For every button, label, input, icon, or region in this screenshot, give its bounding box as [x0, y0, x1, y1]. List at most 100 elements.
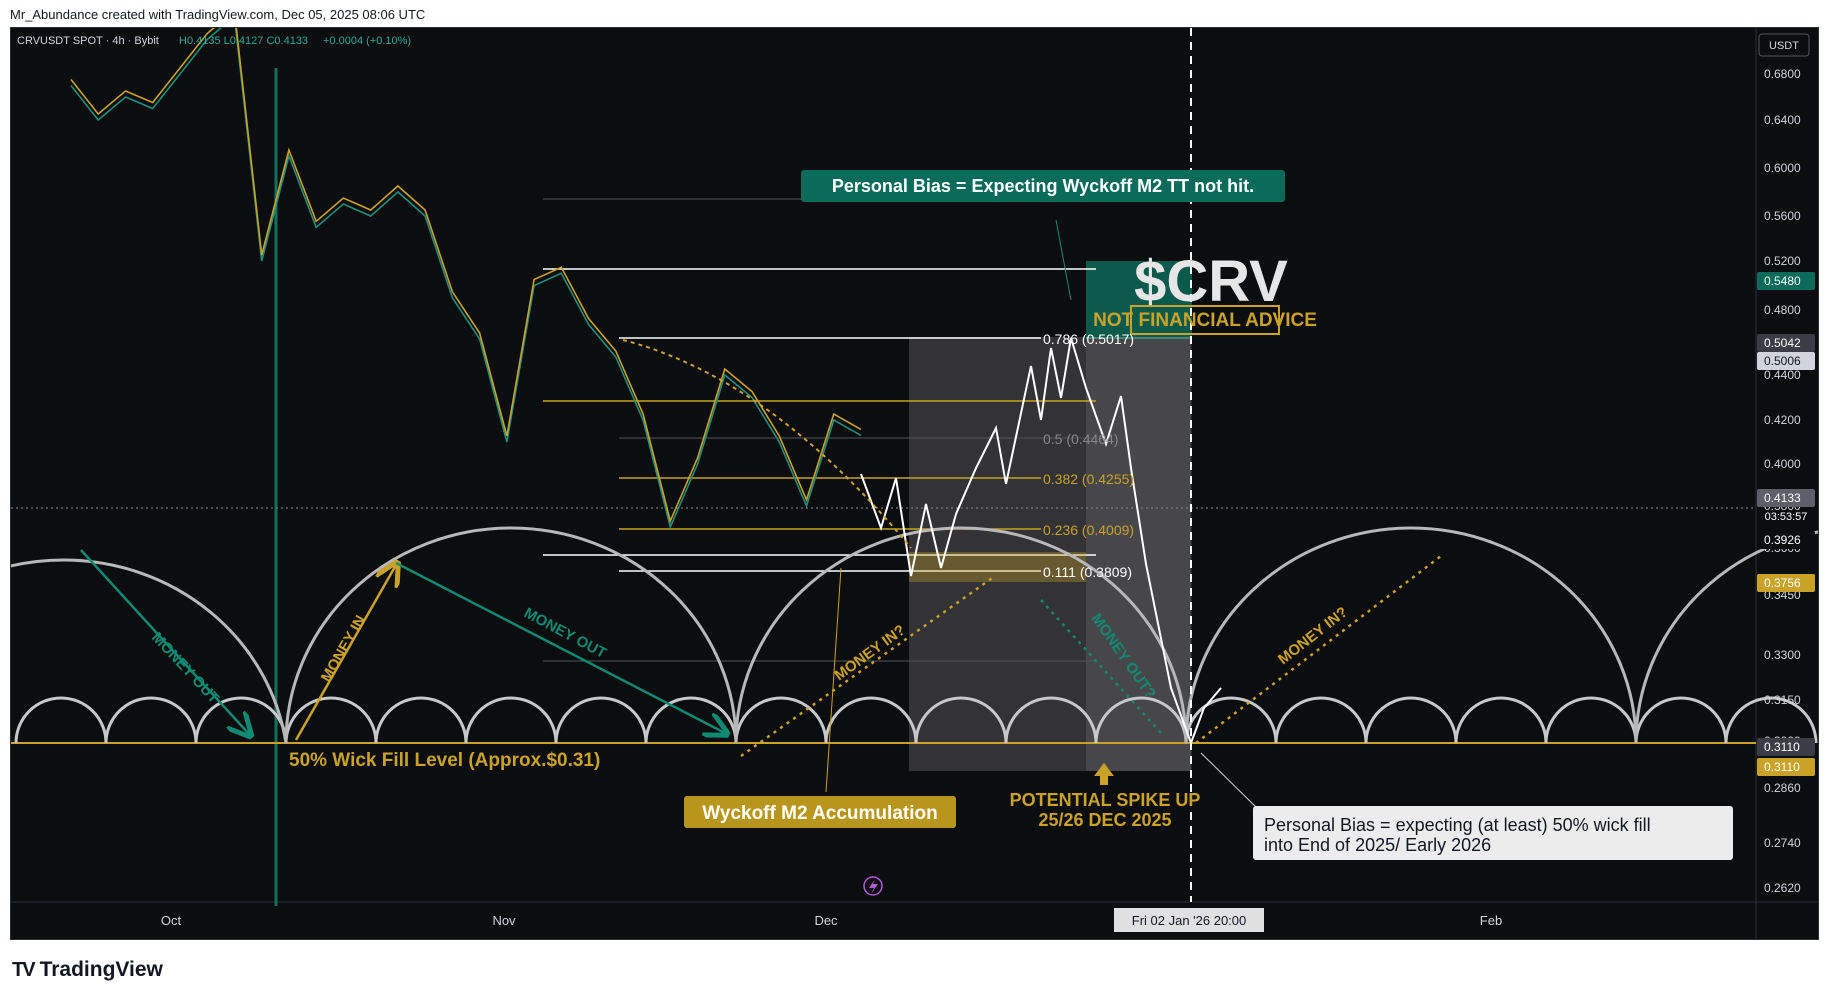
money-in-dotted-2: [1195, 555, 1442, 744]
price-tag: [1757, 531, 1815, 549]
bias-top-label: Personal Bias = Expecting Wyckoff M2 TT …: [832, 176, 1254, 196]
price-tick-label: 0.3300: [1764, 648, 1801, 662]
price-tick-label: 0.5200: [1764, 254, 1801, 268]
legend-ohlc: H0.4135 L0.4127 C0.4133: [179, 35, 308, 47]
disclaimer-box: [1130, 305, 1280, 335]
wyckoff-label: Wyckoff M2 Accumulation: [702, 803, 937, 824]
bias-top-pointer: [1055, 219, 1072, 301]
price-tag-label: 0.4133: [1764, 491, 1801, 505]
legend-symbol[interactable]: CRVUSDT SPOT · 4h · Bybit: [17, 35, 159, 47]
small-cycle-arc: [1544, 696, 1638, 744]
bias-bottom-pointer: [1200, 752, 1260, 811]
fib-label-0382: 0.382 (0.4255): [1043, 471, 1134, 487]
small-cycle-arc: [464, 696, 558, 744]
ticker-label: $CRV: [1134, 249, 1288, 314]
small-cycle-arc: [1364, 696, 1458, 744]
currency-button[interactable]: [1758, 33, 1810, 57]
time-tick-label: Nov: [492, 913, 516, 928]
price-series-line[interactable]: [70, 28, 862, 530]
price-tick-label: 0.2740: [1764, 836, 1801, 850]
price-tag-label: 0.3110: [1764, 740, 1800, 754]
price-tag-label: 0.3926: [1764, 533, 1801, 547]
time-tick-label: Feb: [1480, 913, 1502, 928]
price-tag: [1757, 489, 1815, 507]
price-tag: [1757, 272, 1815, 290]
price-tick-label: 0.4200: [1764, 413, 1801, 427]
legend-change: +0.0004 (+0.10%): [323, 35, 411, 47]
small-cycle-arc: [1634, 696, 1728, 744]
price-tick-label: 0.6400: [1764, 113, 1801, 127]
lightning-bolt: [869, 879, 878, 894]
fib-label-05: 0.5 (0.4464): [1043, 431, 1119, 447]
bias-bottom-line1: Personal Bias = expecting (at least) 50%…: [1264, 815, 1651, 835]
small-cycle-arcs: [14, 696, 1818, 744]
small-cycle-arc: [1454, 696, 1548, 744]
price-tick-label: 0.2620: [1764, 881, 1801, 895]
lightning-icon[interactable]: [863, 876, 883, 896]
fib-label-0786: 0.786 (0.5017): [1043, 331, 1134, 347]
countdown-label: 03:53:57: [1765, 511, 1808, 523]
small-cycle-arc: [914, 696, 1008, 744]
projection-zone-inner: [1086, 337, 1192, 771]
price-tick-label: 0.4000: [1764, 457, 1801, 471]
tradingview-footer[interactable]: TV TradingView: [12, 958, 163, 982]
small-cycle-arc: [1274, 696, 1368, 744]
small-cycle-arc: [1004, 696, 1098, 744]
price-tag-label: 0.5042: [1764, 336, 1801, 350]
price-tag-label: 0.3110: [1764, 760, 1800, 774]
small-cycle-arc: [1724, 696, 1818, 744]
price-axis-panel[interactable]: [1756, 28, 1818, 939]
price-tag: [1757, 334, 1815, 352]
chart-area[interactable]: $CRV NOT FINANCIAL ADVICE Personal Bias …: [10, 27, 1819, 940]
large-cycle-arcs: [11, 526, 1818, 744]
price-tag: [1757, 352, 1815, 370]
price-series-high-line: [70, 28, 862, 524]
downtrend-curve: [622, 339, 912, 549]
currency-label: USDT: [1769, 40, 1799, 52]
spike-label-2: 25/26 DEC 2025: [1038, 810, 1171, 830]
spike-up-arrow-icon: [1094, 763, 1114, 785]
crosshair-time-box: [1114, 908, 1264, 932]
price-tag: [1757, 738, 1815, 756]
price-tag-label: 0.5006: [1764, 354, 1801, 368]
time-tick-label: Dec: [814, 913, 838, 928]
spike-label-1: POTENTIAL SPIKE UP: [1010, 790, 1201, 810]
bias-top-box[interactable]: [801, 170, 1285, 202]
crosshair-time-label: Fri 02 Jan '26 20:00: [1132, 913, 1247, 928]
small-cycle-arc: [14, 696, 108, 744]
price-tag: [1757, 758, 1815, 776]
price-tick-label: 0.5600: [1764, 209, 1801, 223]
small-cycle-arc: [554, 696, 648, 744]
fib-label-0111: 0.111 (0.3809): [1043, 564, 1132, 580]
small-cycle-arc: [374, 696, 468, 744]
price-tick-label: 0.2860: [1764, 781, 1801, 795]
price-tags: 0.5480 0.5042 0.5006 0.4133 0.3926 0.3756 0.31…: [1757, 272, 1815, 776]
disclaimer-label: NOT FINANCIAL ADVICE: [1093, 310, 1317, 331]
price-tag-label: 0.3756: [1764, 576, 1801, 590]
price-tag-label: 0.5480: [1764, 274, 1801, 288]
fib-label-0236: 0.236 (0.4009): [1043, 522, 1134, 538]
money-in-arrow: [294, 565, 396, 741]
wick-fill-label: 50% Wick Fill Level (Approx.$0.31): [289, 750, 600, 771]
small-cycle-arc: [1184, 696, 1278, 744]
tradingview-logo-icon: TV: [12, 958, 36, 981]
time-tick-label: Oct: [161, 913, 182, 928]
price-tick-label: 0.6000: [1764, 161, 1801, 175]
projection-zigzag: [860, 337, 1222, 746]
money-out-dotted: [1040, 599, 1162, 734]
small-cycle-arc: [284, 696, 378, 744]
target-zone-box: [1086, 261, 1192, 339]
money-out-arrow-2: [395, 561, 725, 733]
price-tick-label: 0.4400: [1764, 368, 1801, 382]
price-tick-label: 0.3150: [1764, 693, 1801, 707]
price-tick-label: 0.4800: [1764, 303, 1801, 317]
chart-credit: Mr_Abundance created with TradingView.co…: [10, 7, 426, 22]
small-cycle-arc: [104, 696, 198, 744]
price-tick-label: 0.6800: [1764, 67, 1801, 81]
time-axis-ticks: Oct Nov Dec Feb: [161, 913, 1502, 928]
wyckoff-box[interactable]: [684, 796, 956, 828]
bias-bottom-box[interactable]: [1253, 806, 1733, 860]
wyckoff-pointer: [825, 567, 842, 793]
price-tag: [1757, 574, 1815, 592]
small-cycle-arc: [1094, 696, 1188, 744]
